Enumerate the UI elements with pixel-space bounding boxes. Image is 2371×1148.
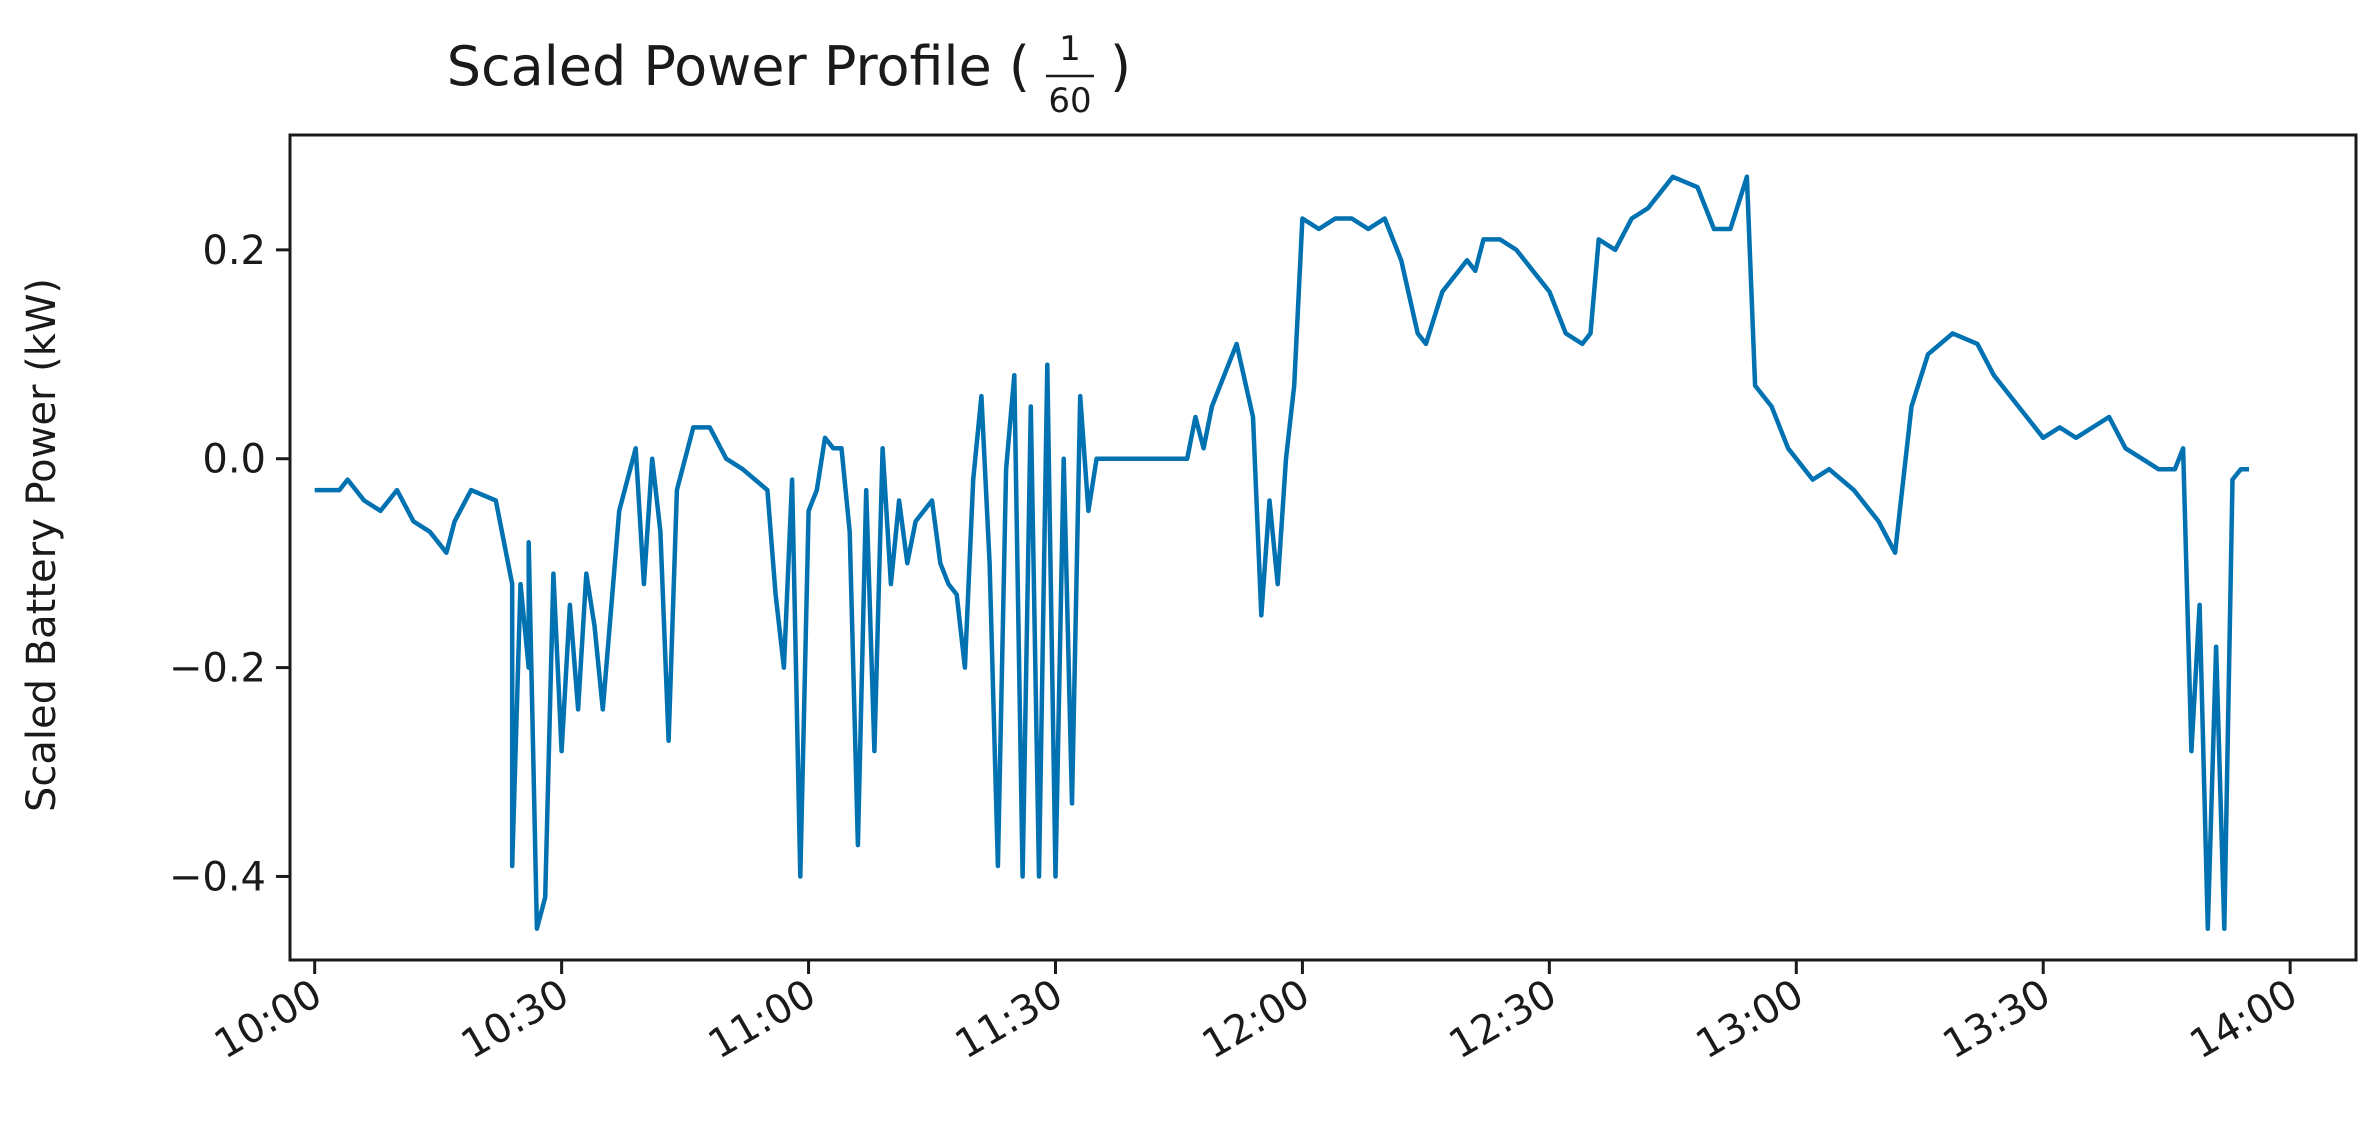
x-tick-label: 13:00 [1688, 971, 1811, 1068]
chart-title-fraction-denominator: 60 [1048, 81, 1091, 121]
series-line-0 [314, 174, 2249, 931]
y-tick-label: 0.2 [202, 228, 266, 274]
x-tick-label: 10:00 [207, 971, 330, 1068]
x-tick-label: 14:00 [2182, 971, 2305, 1068]
chart-title-fraction-numerator: 1 [1059, 29, 1081, 69]
plot-area [314, 174, 2249, 931]
y-tick-label: 0.0 [202, 437, 266, 483]
x-tick-label: 12:30 [1442, 971, 1565, 1068]
x-tick-label: 13:30 [1935, 971, 2058, 1068]
chart-title: Scaled Power Profile ( [447, 35, 1030, 98]
y-tick-label: −0.2 [169, 646, 266, 692]
plot-frame [288, 133, 2358, 962]
x-tick-label: 10:30 [454, 971, 577, 1068]
x-tick-label: 11:00 [701, 971, 824, 1068]
x-tick-label: 11:30 [948, 971, 1071, 1068]
chart-title-close: ) [1110, 35, 1131, 98]
y-axis-label: Scaled Battery Power (kW) [19, 278, 65, 812]
x-tick-label: 12:00 [1195, 971, 1318, 1068]
y-tick-label: −0.4 [169, 854, 266, 900]
